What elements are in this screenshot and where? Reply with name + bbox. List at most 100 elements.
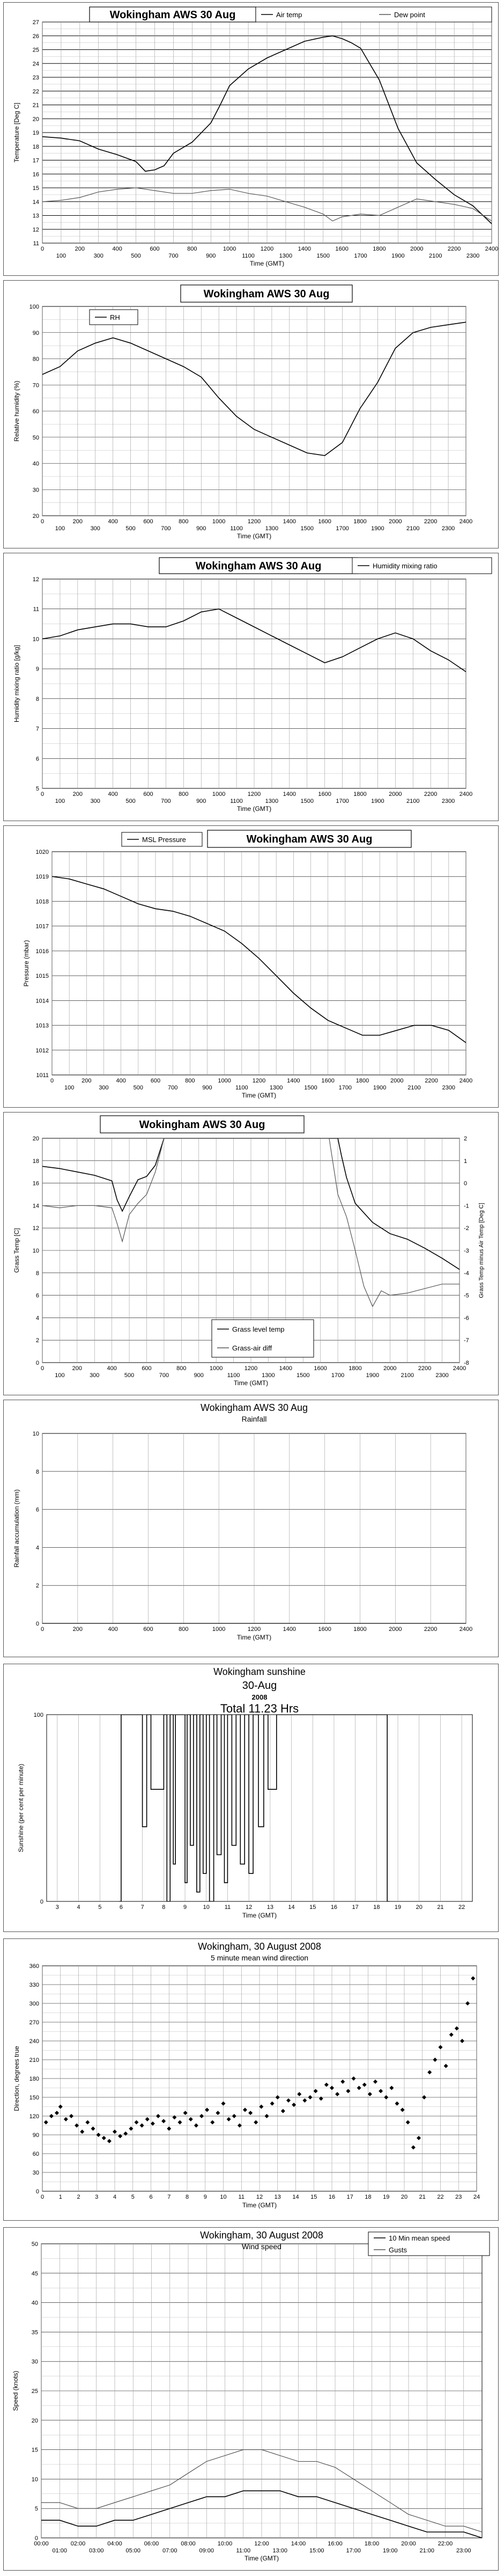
data-point xyxy=(346,2089,351,2094)
x-tick-label: 21 xyxy=(419,2194,426,2200)
x-tick-label: 2000 xyxy=(410,246,423,252)
x-tick-label: 4 xyxy=(113,2194,116,2200)
x-tick-label: 800 xyxy=(179,1626,188,1633)
y-tick-label: 360 xyxy=(29,1963,39,1970)
y-tick-label: 18 xyxy=(33,144,39,150)
x-tick-label: 800 xyxy=(179,791,188,797)
data-point xyxy=(75,2123,79,2128)
x-tick-label: 15 xyxy=(309,1904,316,1911)
x-tick-label: 05:00 xyxy=(125,2548,140,2554)
chart-panel-mixing: 5 6 7 8 9 10 11 12 0 200 400 600 800 1000 1200 1400 1600… xyxy=(3,553,499,821)
x-tick-label: 15:00 xyxy=(309,2548,324,2554)
x-tick-label: 2100 xyxy=(401,1372,414,1379)
y-tick-label: 90 xyxy=(33,2132,39,2139)
x-tick-label: 1400 xyxy=(287,1078,300,1084)
data-point xyxy=(123,2131,128,2136)
data-point xyxy=(156,2114,160,2118)
data-point xyxy=(389,2085,394,2090)
x-tick-label: 1600 xyxy=(318,518,331,525)
y-right-tick-label: -2 xyxy=(464,1225,469,1232)
x-tick-label: 21 xyxy=(437,1904,443,1911)
y-tick-label: 70 xyxy=(33,382,39,389)
y-tick-label: 0 xyxy=(36,2189,39,2195)
legend-box xyxy=(255,6,492,23)
data-point xyxy=(351,2076,356,2081)
x-tick-label: 2400 xyxy=(459,518,472,525)
x-tick-label: 600 xyxy=(143,1626,153,1633)
x-tick-label: 20:00 xyxy=(401,2541,416,2547)
x-tick-label: 1600 xyxy=(314,1365,327,1372)
chart-subtitle: 30-Aug xyxy=(242,1680,277,1692)
chart-panel-grass: 0 2 4 6 8 10 12 14 16 18 20 0 200 400 600 800 1000 1200 14… xyxy=(3,1112,499,1395)
x-tick-label: 17 xyxy=(352,1904,359,1911)
x-tick-label: 1100 xyxy=(230,525,243,532)
y-tick-label: 20 xyxy=(33,513,39,519)
y-tick-label: 12 xyxy=(33,226,39,233)
x-tick-label: 2300 xyxy=(442,1085,455,1091)
x-tick-label: 10:00 xyxy=(218,2541,233,2547)
x-tick-label: 1000 xyxy=(212,1626,225,1633)
x-tick-label: 08:00 xyxy=(181,2541,196,2547)
x-tick-label: 12:00 xyxy=(254,2541,269,2547)
x-tick-label: 1100 xyxy=(230,798,243,804)
y-tick-label: 16 xyxy=(33,171,39,178)
y-tick-label: 13 xyxy=(33,213,39,219)
x-tick-label: 14 xyxy=(292,2194,299,2200)
y-tick-label: 30 xyxy=(32,2359,38,2365)
y-tick-label: 5 xyxy=(35,2506,38,2512)
x-tick-label: 300 xyxy=(91,798,100,804)
y-tick-label: 20 xyxy=(32,2418,38,2424)
legend-label: Air temp xyxy=(276,11,302,19)
y-tick-label: 10 xyxy=(32,2476,38,2483)
x-tick-label: 24 xyxy=(473,2194,480,2200)
y-tick-label: 10 xyxy=(33,1431,39,1437)
x-tick-label: 1600 xyxy=(318,791,331,797)
y-axis-label: Direction, degrees true xyxy=(13,2046,20,2111)
y-tick-label: 100 xyxy=(34,1712,43,1718)
x-tick-label: 400 xyxy=(112,246,122,252)
x-tick-label: 100 xyxy=(55,525,65,532)
data-point xyxy=(243,2107,247,2112)
data-point xyxy=(107,2139,112,2143)
x-tick-label: 2 xyxy=(77,2194,80,2200)
x-tick-label: 1500 xyxy=(304,1085,317,1091)
x-tick-label: 1500 xyxy=(317,253,330,259)
y-right-tick-label: -5 xyxy=(464,1293,469,1299)
data-point xyxy=(118,2134,123,2139)
x-tick-label: 10 xyxy=(220,2194,226,2200)
y-tick-label: 80 xyxy=(33,356,39,363)
x-tick-label: 1300 xyxy=(262,1372,275,1379)
data-point xyxy=(210,2120,215,2125)
x-tick-label: 17:00 xyxy=(346,2548,361,2554)
x-tick-label: 1200 xyxy=(248,518,261,525)
y-right-tick-label: -1 xyxy=(464,1203,469,1209)
x-tick-label: 1200 xyxy=(248,1626,261,1633)
x-tick-label: 1600 xyxy=(335,246,348,252)
data-point xyxy=(139,2123,144,2128)
y-axis-label: Temperature [Deg C] xyxy=(13,103,20,162)
y-tick-label: 1019 xyxy=(36,874,49,880)
y-tick-label: 25 xyxy=(32,2388,38,2395)
y-tick-label: 0 xyxy=(36,1360,39,1366)
chart-subtitle: Rainfall xyxy=(242,1415,267,1423)
data-point xyxy=(113,2129,117,2134)
x-tick-label: 04:00 xyxy=(107,2541,122,2547)
data-point xyxy=(292,2103,297,2107)
x-tick-label: 300 xyxy=(90,1372,99,1379)
y-tick-label: 210 xyxy=(29,2057,39,2063)
x-tick-label: 12 xyxy=(246,1904,252,1911)
pressure-chart: 1011 1012 1013 1014 1015 1016 1017 1018 1019 1020… xyxy=(23,830,472,1099)
x-tick-label: 200 xyxy=(73,791,83,797)
x-tick-label: 600 xyxy=(143,791,153,797)
chart-title: Wokingham AWS 30 Aug xyxy=(247,833,373,845)
x-tick-label: 12 xyxy=(256,2194,263,2200)
data-point xyxy=(101,2135,106,2140)
x-tick-label: 6 xyxy=(149,2194,152,2200)
x-tick-label: 1800 xyxy=(353,518,366,525)
legend-label: Grass level temp xyxy=(232,1326,285,1334)
data-point xyxy=(411,2145,416,2150)
x-tick-label: 1500 xyxy=(297,1372,309,1379)
x-tick-label: 1 xyxy=(59,2194,62,2200)
x-tick-label: 1400 xyxy=(283,518,296,525)
x-tick-label: 23 xyxy=(455,2194,462,2200)
